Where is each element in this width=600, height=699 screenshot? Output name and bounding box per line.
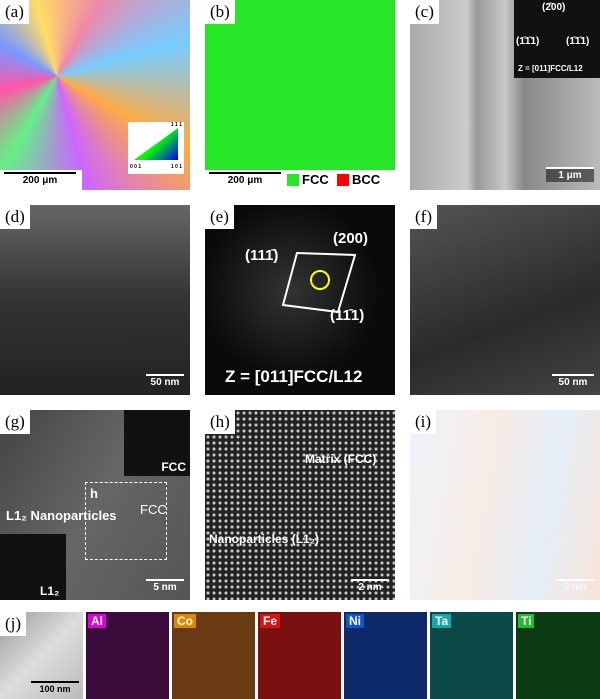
- panel-label: (e): [205, 205, 234, 229]
- scale-bar: 200 μm: [4, 172, 76, 187]
- panel-label: (c): [410, 0, 439, 24]
- panel-label: (j): [0, 612, 27, 636]
- scale-bar: 2 nm: [556, 579, 594, 594]
- spot-label: (111̄): [245, 247, 279, 264]
- tem-image: (j) 100 nm: [0, 612, 83, 699]
- region-label: FCC: [140, 502, 167, 517]
- panel-label: (b): [205, 0, 235, 24]
- ipf-triangle: [134, 128, 178, 160]
- panel-label: (g): [0, 410, 30, 434]
- hrtem-image: (g) FCC h FCC L1₂ Nanoparticles L1₂ 5 nm: [0, 410, 190, 600]
- hrtem-image: (h) Matrix (FCC) Nanoparticles (L1₂) 2 n…: [205, 410, 395, 600]
- fft-inset: FCC: [124, 410, 190, 476]
- strain-map: (i) 2 nm: [410, 410, 600, 600]
- fft-inset: L1₂: [0, 534, 66, 600]
- inset-label: L1₂: [40, 584, 60, 598]
- legend-swatch: [287, 174, 299, 186]
- saed-overlay: [281, 251, 357, 314]
- eds-map: Co: [172, 612, 255, 699]
- legend-label: FCC: [302, 172, 329, 187]
- phase-map: (b) 200 μm FCC BCC: [205, 0, 395, 190]
- element-label: Co: [174, 614, 196, 628]
- scale-bar: 1 μm: [546, 167, 594, 182]
- box-label: h: [90, 486, 98, 501]
- ebsd-map: (a) 1 1 1 0 0 1 1 0 1 200 μm: [0, 0, 190, 190]
- legend-label: BCC: [352, 172, 381, 187]
- element-label: Fe: [260, 614, 281, 628]
- panel-label: (d): [0, 205, 30, 229]
- eds-map: Ti: [516, 612, 600, 699]
- tem-image: (f) 50 nm: [410, 205, 600, 395]
- saed-inset: (2̄00) (1̄1̄1) (1̄1̄1) Z = [011]FCC/L12: [514, 0, 600, 78]
- panel-label: (i): [410, 410, 437, 434]
- panel-label: (h): [205, 410, 235, 434]
- scale-box: 200 μm: [0, 170, 82, 190]
- element-label: Ni: [346, 614, 364, 628]
- panel-label: (f): [410, 205, 437, 229]
- ipf-label: 1 0 1: [170, 164, 182, 170]
- scale-bar: 100 nm: [31, 681, 79, 695]
- element-label: Ta: [432, 614, 452, 628]
- inset-label: FCC: [161, 460, 186, 474]
- tem-image: (d) 50 nm: [0, 205, 190, 395]
- spot-label: (11̄1): [330, 307, 365, 324]
- legend-swatch: [337, 174, 349, 186]
- eds-map: Al: [86, 612, 169, 699]
- scale-bar: 2 nm: [351, 579, 389, 594]
- scale-bar: 200 μm: [209, 172, 281, 187]
- element-label: Ti: [518, 614, 535, 628]
- ipf-label: 1 1 1: [170, 122, 182, 128]
- eds-map: Fe: [258, 612, 341, 699]
- panel-label: (a): [0, 0, 29, 24]
- region-label: L1₂ Nanoparticles: [6, 508, 117, 523]
- ipf-key: 1 1 1 0 0 1 1 0 1: [128, 122, 184, 174]
- zone-axis: Z = [011]FCC/L12: [225, 367, 363, 386]
- scale-bar: 50 nm: [146, 374, 184, 389]
- zoom-box: [85, 482, 167, 560]
- tem-image: (c) (2̄00) (1̄1̄1) (1̄1̄1) Z = [011]FCC/…: [410, 0, 600, 190]
- unit-cell: [281, 251, 357, 314]
- eds-map: Ta: [430, 612, 513, 699]
- region-label: Nanoparticles (L1₂): [209, 532, 320, 546]
- element-label: Al: [88, 614, 106, 628]
- scale-bar: 50 nm: [552, 374, 594, 389]
- saed-pattern: (e) (111̄) (200) (11̄1) Z = [011]FCC/L12: [205, 205, 395, 395]
- spot-label: (2̄00): [542, 2, 566, 13]
- eds-map: Ni: [344, 612, 427, 699]
- region-label: Matrix (FCC): [305, 452, 377, 466]
- legend-box: 200 μm FCC BCC: [205, 170, 395, 190]
- spot-label: (1̄1̄1): [516, 36, 540, 47]
- zone-axis: Z = [011]FCC/L12: [518, 64, 583, 73]
- ipf-label: 0 0 1: [130, 164, 142, 170]
- spot-label: (1̄1̄1): [566, 36, 590, 47]
- spot-label: (200): [333, 230, 369, 247]
- aperture: [310, 270, 330, 290]
- scale-bar: 5 nm: [146, 579, 184, 594]
